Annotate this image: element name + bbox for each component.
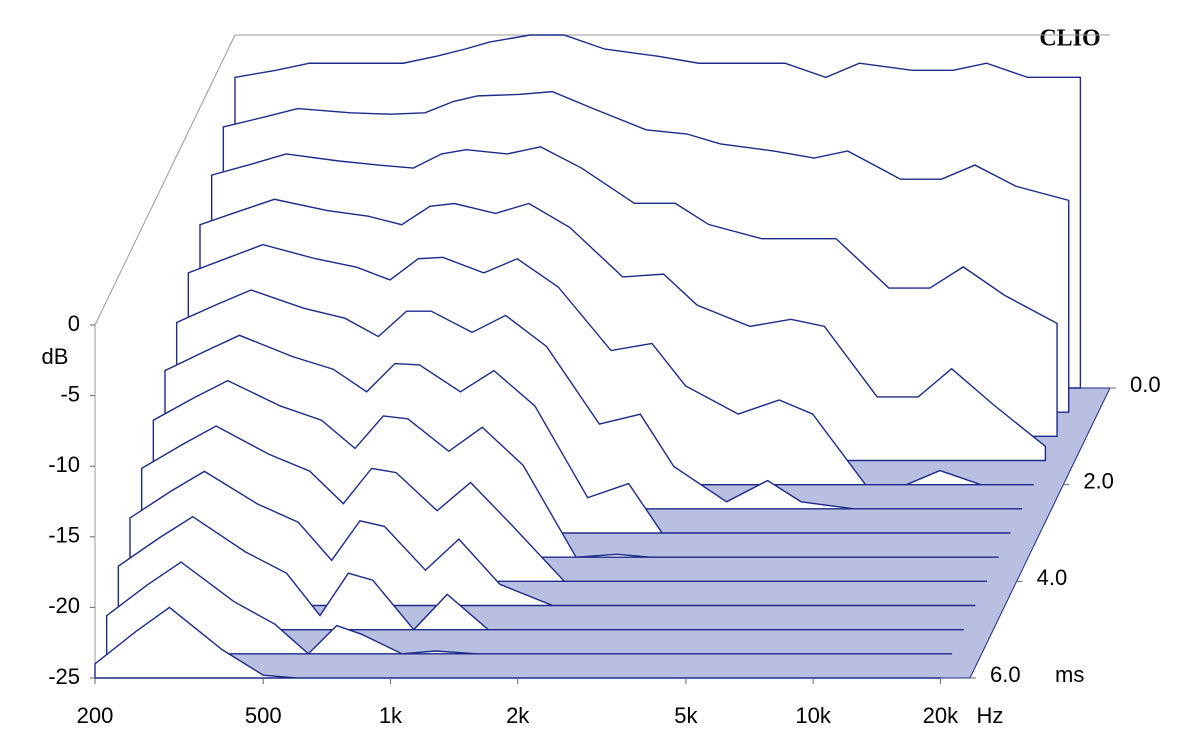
x-tick-label: 10k bbox=[795, 703, 831, 728]
z-tick-label: 2.0 bbox=[1083, 468, 1114, 493]
z-tick-label: 6.0 bbox=[990, 662, 1021, 687]
axis-line bbox=[94, 34, 236, 326]
x-tick-label: 2k bbox=[506, 703, 530, 728]
x-tick-label: 5k bbox=[674, 703, 698, 728]
y-tick-label: -15 bbox=[48, 523, 80, 548]
x-axis-label: Hz bbox=[977, 703, 1004, 728]
z-tick-label: 0.0 bbox=[1130, 372, 1161, 397]
y-axis-label: dB bbox=[42, 344, 69, 369]
x-tick-label: 500 bbox=[245, 703, 282, 728]
y-tick-label: -10 bbox=[48, 452, 80, 477]
y-tick-label: -20 bbox=[48, 593, 80, 618]
y-tick-label: 0 bbox=[68, 311, 80, 336]
decay-slice bbox=[117, 515, 964, 631]
z-tick-label: 4.0 bbox=[1037, 565, 1068, 590]
watermark: CLIO bbox=[1039, 26, 1100, 52]
x-tick-label: 20k bbox=[923, 703, 959, 728]
x-tick-label: 200 bbox=[77, 703, 114, 728]
y-tick-label: -25 bbox=[48, 664, 80, 689]
z-axis-label: ms bbox=[1055, 662, 1084, 687]
x-tick-label: 1k bbox=[379, 703, 403, 728]
decay-slice bbox=[94, 606, 941, 679]
decay-slice bbox=[129, 470, 976, 607]
y-tick-label: -5 bbox=[60, 381, 80, 406]
